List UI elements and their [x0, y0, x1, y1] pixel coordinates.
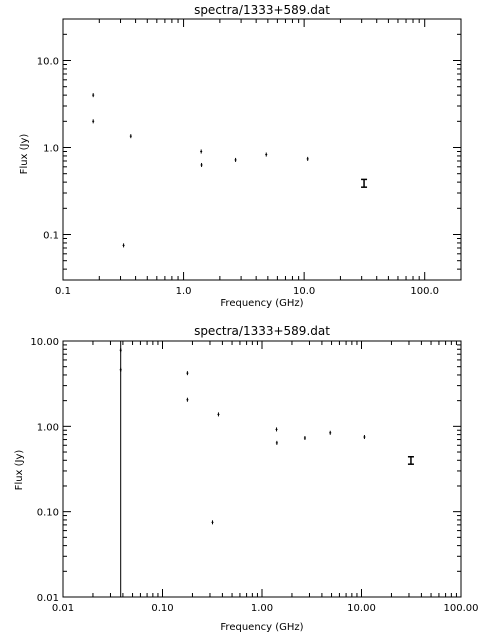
data-point: [234, 157, 237, 162]
y-axis-label: Flux (Jy): [19, 134, 30, 175]
x-tick-label: 10.0: [293, 286, 315, 297]
y-tick-label: 1.00: [37, 422, 59, 433]
x-tick-label: 100.0: [410, 286, 439, 297]
x-tick-label: 0.10: [151, 603, 173, 614]
x-axis-label: Frequency (GHz): [220, 298, 303, 309]
x-tick-label: 10.00: [347, 603, 376, 614]
data-point: [200, 149, 203, 154]
y-tick-label: 1.0: [43, 144, 59, 155]
y-tick-label: 10.0: [37, 57, 59, 68]
chart-title: spectra/1333+589.dat: [194, 3, 330, 17]
data-point: [200, 162, 203, 167]
data-point: [306, 156, 309, 161]
chart-panel-bottom: spectra/1333+589.dat Frequency (GHz) Flu…: [14, 324, 479, 633]
data-point: [122, 243, 125, 248]
data-point: [119, 367, 122, 372]
y-tick-label: 0.10: [37, 508, 59, 519]
chart-panel-top: spectra/1333+589.dat Frequency (GHz) Flu…: [19, 3, 462, 309]
data-point: [275, 427, 278, 432]
data-point: [92, 119, 95, 124]
x-tick-label: 100.00: [444, 603, 479, 614]
data-point: [129, 134, 132, 139]
y-tick-label: 0.1: [43, 231, 59, 242]
x-tick-label: 0.01: [52, 603, 74, 614]
data-point: [186, 397, 189, 402]
data-point: [329, 430, 332, 435]
data-point: [275, 440, 278, 445]
plot-frame: [62, 18, 462, 281]
data-point: [92, 93, 95, 98]
data-point: [407, 456, 414, 465]
y-tick-label: 0.01: [37, 593, 59, 604]
y-tick-label: 10.00: [30, 337, 59, 348]
data-point: [217, 412, 220, 417]
chart-title: spectra/1333+589.dat: [194, 324, 330, 338]
plot-frame: [62, 340, 462, 598]
x-tick-label: 1.00: [251, 603, 273, 614]
x-tick-label: 1.0: [176, 286, 192, 297]
y-axis-label: Flux (Jy): [14, 450, 25, 491]
data-point: [363, 434, 366, 439]
data-point: [119, 348, 122, 353]
data-point: [186, 371, 189, 376]
data-point: [265, 152, 268, 157]
x-tick-label: 0.1: [55, 286, 71, 297]
data-point: [211, 520, 214, 525]
data-point: [303, 435, 306, 440]
data-point: [361, 178, 368, 188]
x-axis-label: Frequency (GHz): [220, 622, 303, 633]
